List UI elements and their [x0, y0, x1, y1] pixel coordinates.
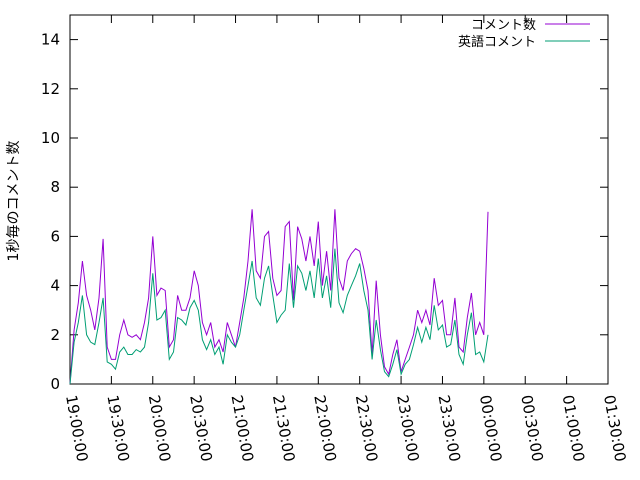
y-tick-label: 6 [50, 227, 60, 245]
legend-label-0: コメント数 [471, 18, 536, 33]
series-lines [69, 209, 489, 385]
y-tick-label: 14 [41, 31, 60, 49]
series-line-0 [69, 209, 489, 385]
y-tick-label: 2 [50, 326, 60, 344]
y-tick-label: 4 [50, 277, 60, 295]
series-line-1 [69, 248, 489, 385]
y-axis-title: 1秒毎のコメント数 [6, 141, 22, 262]
y-tick-label: 8 [50, 178, 60, 196]
y-ticks: 0 2 4 6 8 10 12 14 [41, 31, 608, 393]
y-tick-label: 12 [41, 80, 60, 98]
y-tick-label: 0 [50, 375, 60, 393]
plot-frame [69, 14, 609, 385]
legend-label-1: 英語コメント [458, 34, 536, 50]
y-tick-label: 10 [41, 129, 60, 147]
